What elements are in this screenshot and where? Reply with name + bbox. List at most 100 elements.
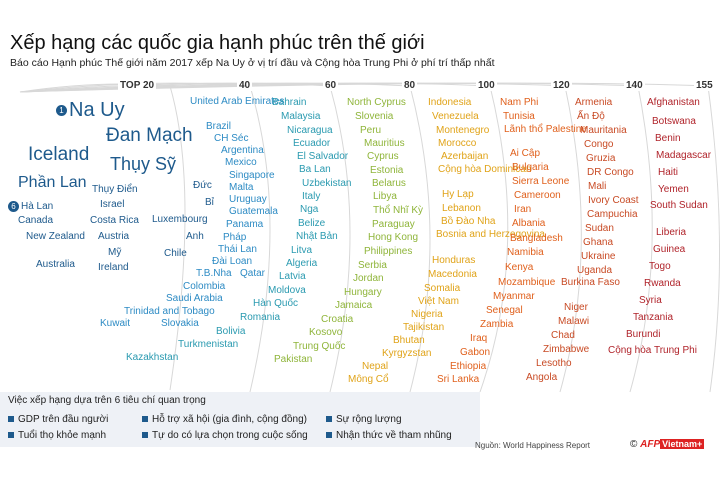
criterion-corruption: Nhận thức về tham nhũng xyxy=(326,430,452,441)
country-russia: Nga xyxy=(300,204,319,215)
country-nepal: Nepal xyxy=(362,361,389,372)
country-uk: Anh xyxy=(186,231,204,242)
country-jamaica: Jamaica xyxy=(335,300,373,311)
country-jordan: Jordan xyxy=(353,273,384,284)
country-italy: Italy xyxy=(302,191,321,202)
country-montenegro: Montenegro xyxy=(436,125,490,136)
country-madagascar: Madagascar xyxy=(656,150,712,161)
country-portugal: Bồ Đào Nha xyxy=(441,216,496,227)
country-niger: Niger xyxy=(564,302,588,313)
country-saudi-arabia: Saudi Arabia xyxy=(166,293,223,304)
country-thailand: Thái Lan xyxy=(218,244,257,255)
country-namibia: Namibia xyxy=(507,247,544,258)
country-libya: Libya xyxy=(373,191,397,202)
country-angola: Angola xyxy=(526,372,558,383)
source-note: Nguồn: World Happiness Report xyxy=(475,441,591,450)
country-estonia: Estonia xyxy=(370,165,404,176)
country-brazil: Brazil xyxy=(206,121,232,132)
country-lithuania: Litva xyxy=(291,245,313,256)
criteria-box: Việc xếp hạng dựa trên 6 tiêu chí quan t… xyxy=(0,392,480,447)
country-malta: Malta xyxy=(229,182,254,193)
country-trinidad: Trinidad and Tobago xyxy=(124,306,215,317)
rank-label-80: 80 xyxy=(402,80,418,91)
country-botswana: Botswana xyxy=(652,116,696,127)
country-belgium: Bỉ xyxy=(205,197,214,208)
country-palestine: Lãnh thổ Palestine xyxy=(504,124,587,135)
country-nicaragua: Nicaragua xyxy=(287,125,333,136)
country-switzerland: Thụy Sỹ xyxy=(110,154,177,174)
country-uae: United Arab Emirates xyxy=(190,96,285,107)
rank-label-top20: TOP 20 xyxy=(118,80,157,91)
country-greece: Hy Lạp xyxy=(442,189,474,200)
country-lebanon: Lebanon xyxy=(442,203,481,214)
country-mauritius: Mauritius xyxy=(364,138,405,149)
country-cameroon: Cameroon xyxy=(514,190,561,201)
country-paraguay: Paraguay xyxy=(372,219,415,230)
country-kuwait: Kuwait xyxy=(100,318,131,329)
country-slovakia: Slovakia xyxy=(161,318,199,329)
country-spain: T.B.Nha xyxy=(196,268,232,279)
country-belize: Belize xyxy=(298,218,326,229)
country-kazakhstan: Kazakhstan xyxy=(126,352,179,363)
rank-label-120: 120 xyxy=(551,80,572,91)
country-lesotho: Lesotho xyxy=(536,358,572,369)
country-bulgaria: Bulgaria xyxy=(512,162,549,173)
country-chad: Chad xyxy=(551,330,575,341)
country-morocco: Morocco xyxy=(438,138,477,149)
country-mexico: Mexico xyxy=(225,157,257,168)
country-canada: Canada xyxy=(18,215,54,226)
country-australia: Australia xyxy=(36,259,75,270)
country-nigeria: Nigeria xyxy=(411,309,443,320)
country-guinea: Guinea xyxy=(653,244,686,255)
country-sierra-leone: Sierra Leone xyxy=(512,176,570,187)
country-qatar: Qatar xyxy=(240,268,266,279)
country-north-cyprus: North Cyprus xyxy=(347,97,406,108)
country-liberia: Liberia xyxy=(656,227,687,238)
country-myanmar: Myanmar xyxy=(493,291,535,302)
country-philippines: Philippines xyxy=(364,246,413,257)
country-sri-lanka: Sri Lanka xyxy=(437,374,480,385)
country-tanzania: Tanzania xyxy=(633,312,674,323)
country-chile: Chile xyxy=(164,248,187,259)
page-subtitle: Báo cáo Hạnh phúc Thế giới năm 2017 xếp … xyxy=(10,57,495,69)
country-cyprus: Cyprus xyxy=(367,151,399,162)
country-sudan: Sudan xyxy=(585,223,614,234)
country-ireland: Ireland xyxy=(98,262,129,273)
country-czech: CH Séc xyxy=(214,133,249,144)
country-syria: Syria xyxy=(639,295,662,306)
country-india: Ấn Độ xyxy=(577,111,605,122)
country-benin: Benin xyxy=(655,133,681,144)
country-hungary: Hungary xyxy=(344,287,382,298)
country-ecuador: Ecuador xyxy=(293,138,331,149)
country-argentina: Argentina xyxy=(221,145,264,156)
country-somalia: Somalia xyxy=(424,283,461,294)
country-egypt: Ai Cập xyxy=(510,148,541,159)
country-uganda: Uganda xyxy=(577,265,613,276)
country-burundi: Burundi xyxy=(626,329,661,340)
country-bosnia: Bosnia and Herzegovina xyxy=(436,229,545,240)
country-yemen: Yemen xyxy=(658,184,689,195)
rank-label-155: 155 xyxy=(694,80,715,91)
country-costa-rica: Costa Rica xyxy=(90,215,139,226)
rank-label-40: 40 xyxy=(237,80,253,91)
country-malawi: Malawi xyxy=(558,316,590,327)
country-latvia: Latvia xyxy=(279,271,306,282)
country-moldova: Moldova xyxy=(268,285,306,296)
country-macedonia: Macedonia xyxy=(428,269,477,280)
country-luxembourg: Luxembourg xyxy=(152,214,208,225)
country-mozambique: Mozambique xyxy=(498,277,556,288)
country-dominican-rep: Cộng hòa Dominican xyxy=(438,164,532,175)
criterion-social-support: Hỗ trợ xã hội (gia đình, cộng đồng) xyxy=(142,414,307,425)
criterion-gdp: GDP trên đầu người xyxy=(8,414,108,425)
country-singapore: Singapore xyxy=(229,170,275,181)
country-austria: Austria xyxy=(98,231,130,242)
criteria-title: Việc xếp hạng dựa trên 6 tiêu chí quan t… xyxy=(8,395,206,406)
country-iran: Iran xyxy=(514,204,532,215)
country-malaysia: Malaysia xyxy=(281,111,321,122)
country-gabon: Gabon xyxy=(460,347,491,358)
country-new-zealand: New Zealand xyxy=(26,231,85,242)
country-norway: 1 Na Uy xyxy=(56,100,125,120)
country-indonesia: Indonesia xyxy=(428,97,472,108)
country-central-african-rep: Cộng hòa Trung Phi xyxy=(608,345,697,356)
country-burkina-faso: Burkina Faso xyxy=(561,277,620,288)
